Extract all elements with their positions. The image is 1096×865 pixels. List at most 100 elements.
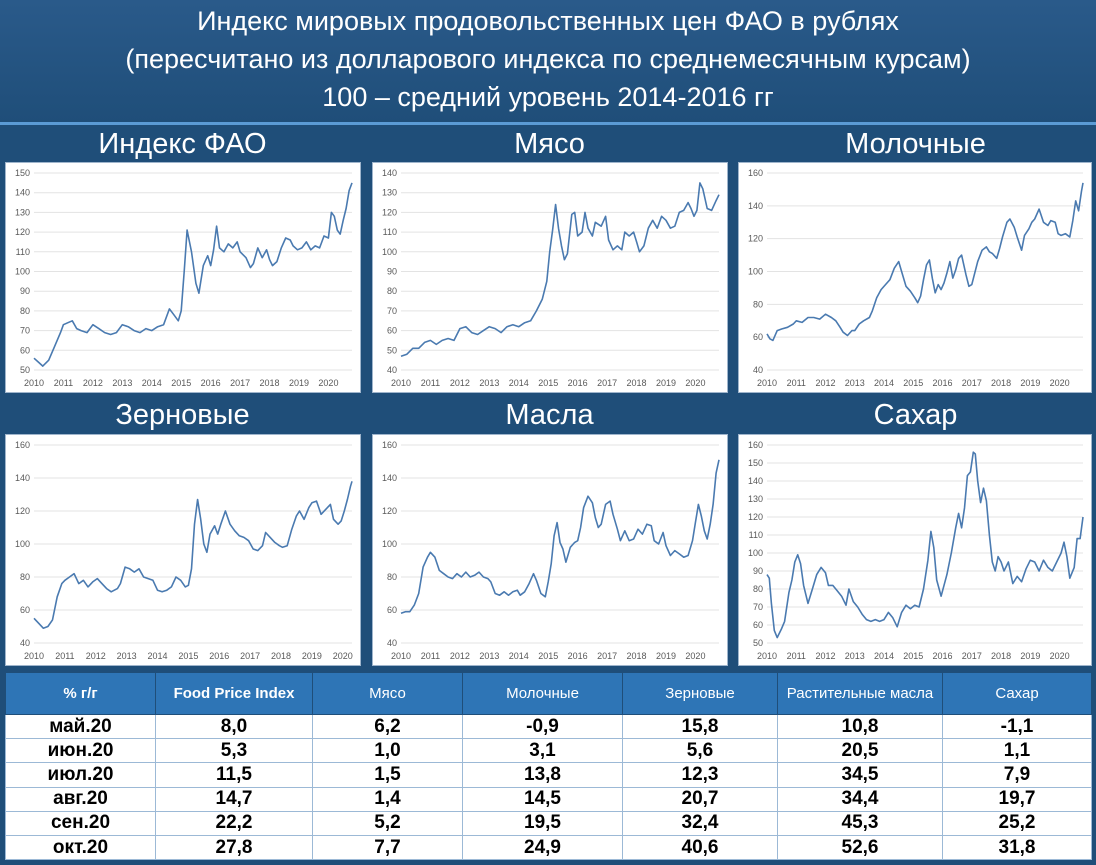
x-tick-label: 2014 <box>509 378 529 388</box>
x-tick-label: 2020 <box>1050 378 1070 388</box>
table-row: май.20 8,0 6,2 -0,9 15,8 10,8 -1,1 <box>5 713 1092 740</box>
y-tick-label: 80 <box>20 572 30 582</box>
y-tick-label: 160 <box>15 440 30 450</box>
y-tick-label: 130 <box>748 494 763 504</box>
x-tick-label: 2013 <box>845 378 865 388</box>
x-tick-label: 2015 <box>178 651 198 661</box>
x-tick-label: 2018 <box>271 651 291 661</box>
y-tick-label: 60 <box>753 332 763 342</box>
y-tick-label: 90 <box>20 286 30 296</box>
x-tick-label: 2012 <box>816 651 836 661</box>
chart-panel-cereals: 40 60 80 100 120 140 160 2010 2011 2012 2013 2014 20… <box>5 434 361 666</box>
x-tick-label: 2013 <box>845 651 865 661</box>
row-label: авг.20 <box>5 786 156 812</box>
series-line <box>33 481 353 629</box>
x-tick-label: 2013 <box>479 378 499 388</box>
y-tick-label: 120 <box>748 234 763 244</box>
header-meat: Мясо <box>312 672 463 715</box>
x-tick-label: 2019 <box>656 378 676 388</box>
y-tick-label: 40 <box>20 638 30 648</box>
y-tick-label: 100 <box>748 548 763 558</box>
y-tick-label: 100 <box>15 539 30 549</box>
x-tick-label: 2019 <box>302 651 322 661</box>
y-tick-label: 120 <box>382 207 397 217</box>
y-tick-label: 90 <box>387 267 397 277</box>
table-cell: 1,4 <box>312 786 463 812</box>
y-tick-label: 110 <box>16 247 30 257</box>
table-cell: 14,5 <box>462 786 623 812</box>
table-cell: 24,9 <box>462 834 623 861</box>
y-tick-label: 50 <box>20 365 30 375</box>
y-tick-label: 50 <box>753 638 763 648</box>
table-cell: 14,7 <box>155 786 313 812</box>
table-cell: 8,0 <box>155 713 313 740</box>
table-cell: 6,2 <box>312 713 463 740</box>
chart-panel-oils: 40 60 80 100 120 140 160 2010 2011 2012 2013 2014 20… <box>372 434 728 666</box>
x-tick-label: 2014 <box>874 651 894 661</box>
table-cell: 7,7 <box>312 834 463 861</box>
y-tick-label: 150 <box>748 458 763 468</box>
chart-title-meat: Мясо <box>514 128 585 160</box>
table-cell: 13,8 <box>462 762 623 788</box>
chart-title-oils: Масла <box>505 399 594 431</box>
y-tick-label: 80 <box>753 584 763 594</box>
x-tick-label: 2015 <box>171 378 191 388</box>
y-tick-label: 110 <box>383 227 397 237</box>
table-cell: 19,5 <box>462 810 623 836</box>
x-tick-label: 2016 <box>568 378 588 388</box>
table-cell: 7,9 <box>942 762 1092 788</box>
table-cell: -0,9 <box>462 713 623 740</box>
table-cell: 40,6 <box>622 834 778 861</box>
x-tick-label: 2010 <box>757 651 777 661</box>
table-cell: 31,8 <box>942 834 1092 861</box>
x-tick-label: 2013 <box>112 378 132 388</box>
y-tick-label: 100 <box>15 267 30 277</box>
header-period: % г/г <box>5 672 156 715</box>
x-tick-label: 2011 <box>54 378 73 388</box>
title-line-3: 100 – средний уровень 2014-2016 гг <box>322 82 774 112</box>
y-tick-label: 40 <box>387 638 397 648</box>
title-line-2: (пересчитано из долларового индекса по с… <box>125 44 971 74</box>
row-label: сен.20 <box>5 810 156 836</box>
table-cell: 5,6 <box>622 738 778 764</box>
series-line <box>400 459 720 615</box>
x-tick-label: 2017 <box>240 651 260 661</box>
x-tick-label: 2019 <box>1020 378 1040 388</box>
x-tick-label: 2019 <box>656 651 676 661</box>
row-label: окт.20 <box>5 834 156 861</box>
x-tick-label: 2017 <box>962 651 982 661</box>
x-tick-label: 2015 <box>538 651 558 661</box>
x-tick-label: 2011 <box>421 378 440 388</box>
chart-panel-meat: 40 50 60 70 80 90 100 110 120 130 140 2010 2011 2012 2… <box>372 162 728 393</box>
x-tick-label: 2013 <box>479 651 499 661</box>
table-cell: 27,8 <box>155 834 313 861</box>
x-tick-label: 2012 <box>816 378 836 388</box>
y-tick-label: 140 <box>382 168 397 178</box>
row-label: май.20 <box>5 713 156 740</box>
x-tick-label: 2020 <box>685 651 705 661</box>
y-tick-label: 140 <box>15 188 30 198</box>
y-tick-label: 60 <box>387 605 397 615</box>
y-tick-label: 70 <box>20 326 30 336</box>
chart-dairy: 40 60 80 100 120 140 160 2010 2011 2012 2013 2014 20… <box>748 168 1084 388</box>
x-tick-label: 2016 <box>209 651 229 661</box>
y-tick-label: 40 <box>753 365 763 375</box>
x-tick-label: 2011 <box>787 378 806 388</box>
chart-meat: 40 50 60 70 80 90 100 110 120 130 140 2010 2011 2012 2… <box>382 168 720 388</box>
table-cell: 22,2 <box>155 810 313 836</box>
y-tick-label: 100 <box>748 267 763 277</box>
y-tick-label: 120 <box>15 506 30 516</box>
y-tick-label: 80 <box>753 299 763 309</box>
x-tick-label: 2018 <box>627 651 647 661</box>
x-tick-label: 2011 <box>55 651 74 661</box>
x-tick-label: 2010 <box>24 378 44 388</box>
table-row: сен.20 22,2 5,2 19,5 32,4 45,3 25,2 <box>5 810 1092 836</box>
x-tick-label: 2019 <box>289 378 309 388</box>
chart-title-sugar: Сахар <box>873 399 958 431</box>
chart-panel-fao: 50 60 70 80 90 100 110 120 130 140 150 2010 2011 2012… <box>5 162 361 393</box>
x-tick-label: 2014 <box>874 378 894 388</box>
table-cell: 52,6 <box>777 834 943 861</box>
x-tick-label: 2020 <box>333 651 353 661</box>
y-tick-label: 80 <box>20 306 30 316</box>
table-cell: 32,4 <box>622 810 778 836</box>
